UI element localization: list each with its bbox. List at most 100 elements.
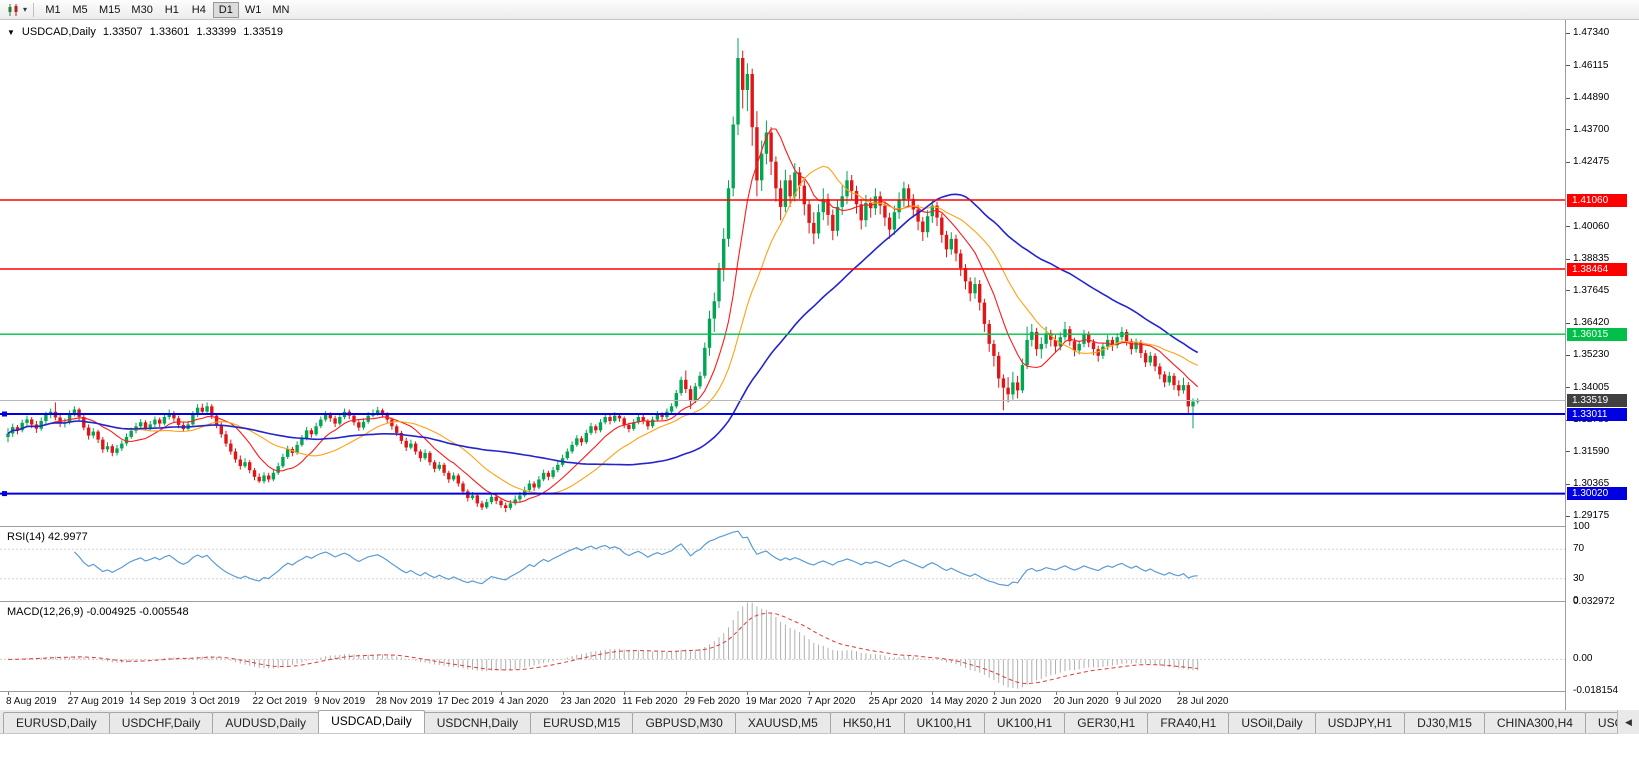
timeframe-button-M30[interactable]: M30 <box>131 3 153 16</box>
date-tick-mark <box>254 692 256 695</box>
macd-indicator-label: MACD(12,26,9) -0.004925 -0.005548 <box>7 606 189 618</box>
date-tick-mark <box>1117 692 1119 695</box>
chart-workspace: ▼ USDCAD,Daily 1.33507 1.33601 1.33399 1… <box>0 20 1639 710</box>
chart-tab-USDJPY-H1[interactable]: USDJPY,H1 <box>1314 712 1406 733</box>
rsi-chart-canvas[interactable] <box>0 527 1565 601</box>
status-bar <box>0 734 1639 765</box>
price-tick-label: 1.47340 <box>1573 27 1610 39</box>
chart-type-icon[interactable] <box>5 2 23 18</box>
date-tick-label: 25 Apr 2020 <box>868 696 923 707</box>
chart-tab-USOil-Daily[interactable]: USOil,Daily <box>1228 712 1316 733</box>
date-tick-mark <box>809 692 811 695</box>
date-tick-label: 4 Jan 2020 <box>498 696 549 707</box>
date-tick-mark <box>8 692 9 695</box>
date-tick-mark <box>562 692 564 695</box>
price-tick-mark <box>1566 97 1570 99</box>
chart-tab-GER30-H1[interactable]: GER30,H1 <box>1064 712 1149 733</box>
date-tick-label: 27 Aug 2019 <box>67 696 124 707</box>
price-chart-canvas[interactable] <box>0 20 1565 526</box>
ma-21-line <box>7 165 1198 494</box>
chart-tab-EURUSD-Daily[interactable]: EURUSD,Daily <box>3 712 110 733</box>
price-badge-1.30020: 1.30020 <box>1567 487 1627 501</box>
chart-symbol-header: ▼ USDCAD,Daily 1.33507 1.33601 1.33399 1… <box>7 26 283 38</box>
price-tick-label: 1.31590 <box>1573 445 1610 457</box>
timeframe-button-W1[interactable]: W1 <box>244 3 262 16</box>
rsi-level-label: 30 <box>1573 572 1585 584</box>
price-tick-label: 1.43700 <box>1573 123 1610 135</box>
date-tick-mark <box>69 692 71 695</box>
timeframe-button-M5[interactable]: M5 <box>72 3 88 16</box>
date-tick-label: 23 Jan 2020 <box>560 696 616 707</box>
macd-chart-canvas[interactable] <box>0 602 1565 691</box>
ma-50-line <box>7 193 1199 466</box>
chart-tab-AUDUSD-Daily[interactable]: AUDUSD,Daily <box>212 712 320 733</box>
chart-tab-USDCAD-Daily[interactable]: USDCAD,Daily <box>318 710 425 733</box>
date-tick-label: 9 Jul 2020 <box>1115 696 1162 707</box>
macd-signal-line <box>7 612 1198 685</box>
timeframe-button-MN[interactable]: MN <box>272 3 290 16</box>
date-tick-mark <box>192 692 194 695</box>
date-tick-mark <box>131 692 133 695</box>
chart-tab-GBPUSD-M30[interactable]: GBPUSD,M30 <box>632 712 736 733</box>
price-badge-1.38464: 1.38464 <box>1567 262 1627 276</box>
price-tick-label: 1.44890 <box>1573 92 1610 104</box>
price-badge-1.33011: 1.33011 <box>1567 407 1627 421</box>
rsi-pane[interactable]: RSI(14) 42.9977 <box>0 527 1565 602</box>
chart-tab-DJ30-M15[interactable]: DJ30,M15 <box>1404 712 1485 733</box>
chart-tab-UK100-H1[interactable]: UK100,H1 <box>983 712 1066 733</box>
price-tick-label: 1.34005 <box>1573 381 1610 393</box>
date-tick-mark <box>316 692 318 695</box>
timeframe-toolbar: ▾ M1 M5 M15 M30 H1 H4 D1 W1 MN <box>0 0 1639 20</box>
chart-menu-arrow-icon[interactable]: ▼ <box>7 27 15 37</box>
price-axis[interactable]: 1.47340 1.46115 1.44890 1.43700 1.42475 1.400… <box>1565 20 1639 710</box>
chart-tab-USDCHF-Daily[interactable]: USDCHF,Daily <box>108 712 214 733</box>
hline-handle[interactable] <box>2 491 7 497</box>
date-tick-label: 2 Jun 2020 <box>991 696 1042 707</box>
price-tick-mark <box>1566 354 1570 356</box>
chart-tab-EURUSD-M15[interactable]: EURUSD,M15 <box>530 712 634 733</box>
date-tick-mark <box>439 692 441 695</box>
price-tick-mark <box>1566 65 1570 67</box>
price-tick-label: 1.30365 <box>1573 478 1610 490</box>
timeframe-button-M15[interactable]: M15 <box>99 3 121 16</box>
price-tick-label: 1.29175 <box>1573 510 1610 522</box>
macd-pane[interactable]: MACD(12,26,9) -0.004925 -0.005548 <box>0 602 1565 692</box>
date-tick-mark <box>747 692 749 695</box>
date-tick-mark <box>501 692 502 695</box>
date-tick-label: 3 Oct 2019 <box>190 696 240 707</box>
price-badge-1.36015: 1.36015 <box>1567 327 1627 341</box>
price-tick-label: 1.40060 <box>1573 220 1610 232</box>
timeframe-button-H1[interactable]: H1 <box>164 3 179 16</box>
time-axis[interactable]: 8 Aug 2019 27 Aug 2019 14 Sep 2019 3 Oct 20… <box>0 692 1565 710</box>
chart-tab-USDCNH-Daily[interactable]: USDCNH,Daily <box>423 712 532 733</box>
toolbar-separator <box>33 2 35 17</box>
date-tick-mark <box>377 692 379 695</box>
price-tick-label: 1.37645 <box>1573 284 1610 296</box>
chart-tab-HK50-H1[interactable]: HK50,H1 <box>829 712 905 733</box>
chart-tab-UK100-H1[interactable]: UK100,H1 <box>903 712 985 733</box>
price-tick-label: 1.36420 <box>1573 317 1610 329</box>
price-pane[interactable]: ▼ USDCAD,Daily 1.33507 1.33601 1.33399 1… <box>0 20 1565 527</box>
symbol-name: USDCAD,Daily <box>21 26 96 38</box>
hline-handle[interactable] <box>2 411 7 417</box>
tab-scroll-left-button[interactable]: ◀ <box>1617 710 1639 734</box>
moving-average-lines <box>7 128 1199 503</box>
timeframe-button-H4[interactable]: H4 <box>191 3 206 16</box>
timeframe-button-D1[interactable]: D1 <box>212 1 239 18</box>
ohlc-open: 1.33507 <box>102 26 143 38</box>
chart-tab-CHINA300-H4[interactable]: CHINA300,H4 <box>1483 712 1586 733</box>
date-tick-label: 14 Sep 2019 <box>129 696 186 707</box>
price-tick-label: 1.35230 <box>1573 349 1610 361</box>
price-tick-mark <box>1566 322 1570 324</box>
date-tick-label: 7 Apr 2020 <box>807 696 856 707</box>
price-tick-mark <box>1566 129 1570 131</box>
date-tick-label: 29 Feb 2020 <box>683 696 740 707</box>
ohlc-low: 1.33399 <box>196 26 237 38</box>
chart-tab-FRA40-H1[interactable]: FRA40,H1 <box>1147 712 1230 733</box>
timeframe-button-M1[interactable]: M1 <box>45 3 61 16</box>
chart-type-dropdown-arrow[interactable]: ▾ <box>23 5 28 14</box>
chart-tab-XAUUSD-M5[interactable]: XAUUSD,M5 <box>734 712 831 733</box>
price-tick-mark <box>1566 258 1570 260</box>
price-tick-mark <box>1566 451 1570 453</box>
